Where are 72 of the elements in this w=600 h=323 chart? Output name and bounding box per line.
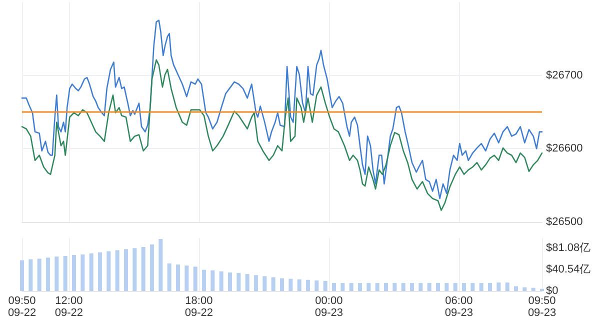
bar [141,247,146,291]
bar [228,272,232,291]
bar [444,283,449,291]
bar [340,283,345,291]
y-tick-label: $40.54亿 [546,264,591,276]
bar [496,282,501,291]
bar [124,249,128,291]
bar [349,283,354,291]
bar [219,271,224,291]
bar [392,283,397,291]
bar [384,283,388,291]
bar [98,252,102,291]
bar [514,286,518,291]
bar [193,266,198,291]
bar [115,250,120,291]
bar [401,283,406,291]
x-tick-label: 09:50 09-23 [528,295,556,319]
bar [366,283,371,291]
bar [427,283,432,291]
x-tick-label: 00:00 09-23 [314,295,344,319]
bar [522,287,527,291]
bar [453,283,458,291]
bar [245,274,250,291]
bar [323,280,328,291]
bar [314,280,319,291]
bar [158,239,163,291]
bar [436,283,440,291]
bar [488,283,492,291]
y-tick-label: $26500 [546,216,583,228]
x-tick-label: 06:00 09-23 [444,295,474,319]
bar [418,283,423,291]
bar [271,277,276,291]
bar [236,272,241,291]
bar [254,275,258,291]
y-tick-label: $26700 [546,69,583,82]
bar [297,279,302,291]
bar [358,283,362,291]
bar [89,253,94,291]
bar [210,270,215,291]
bar [72,254,76,291]
bar [288,278,293,291]
bar [505,282,510,291]
bar [150,244,154,291]
bar [176,264,180,291]
bar [54,256,59,291]
y-tick-label: $81.08亿 [546,242,591,254]
bar [106,251,111,291]
bar [280,278,284,291]
bar [20,260,24,291]
y-tick-label: $0 [546,285,558,297]
bar [306,280,310,291]
bar [262,276,267,291]
bar [46,258,50,291]
bar [202,270,206,291]
x-tick-label: 12:00 09-22 [54,295,84,319]
bar [37,258,42,291]
bar [132,248,137,291]
bar [462,283,466,291]
bar [470,283,475,291]
x-tick-label: 09:50 09-22 [8,295,36,319]
bar [167,263,172,291]
bar [80,254,85,291]
bar [479,283,484,291]
bar [184,266,189,291]
bar [63,256,68,291]
bar [375,283,380,291]
bar [410,283,414,291]
y-tick-label: $26600 [546,142,583,155]
x-tick-label: 18:00 09-22 [184,295,214,319]
bar [531,288,536,291]
bar [332,283,336,291]
bar [28,259,33,291]
